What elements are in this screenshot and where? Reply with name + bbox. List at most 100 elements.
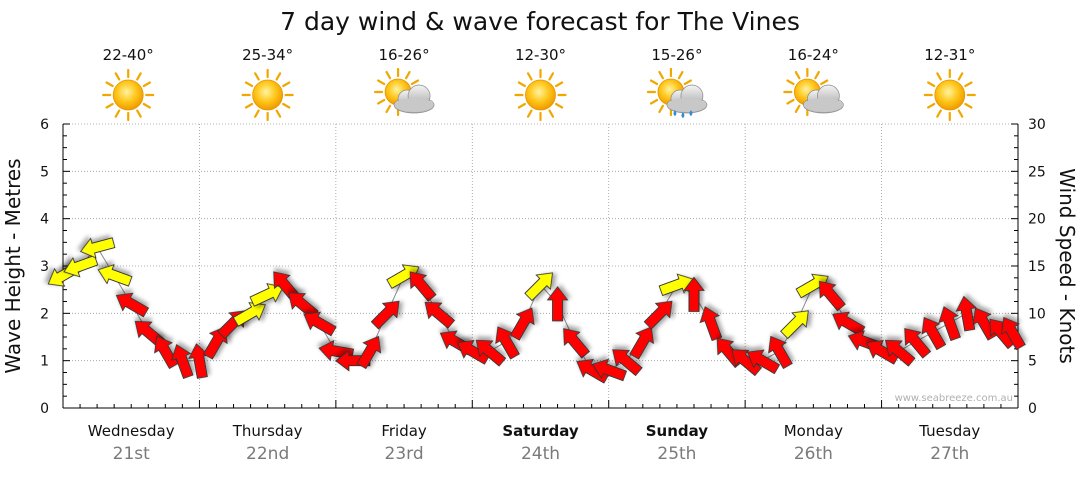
wind-arrow <box>731 349 762 377</box>
y-tick-label-left: 2 <box>40 306 49 322</box>
sun-ray <box>385 70 392 80</box>
wind-arrow <box>475 339 507 367</box>
wind-arrow <box>768 335 793 370</box>
y-tick-label-left: 0 <box>40 401 49 417</box>
wind-arrow <box>546 286 569 322</box>
sun-ray <box>105 81 114 88</box>
sun-ray <box>658 70 665 80</box>
sun-ray <box>927 81 936 88</box>
sun-ray <box>964 81 973 88</box>
sun-ray <box>936 109 942 118</box>
sun-ray <box>677 70 684 80</box>
wind-arrow <box>249 283 284 307</box>
sun-ray <box>105 102 114 109</box>
sun-icon <box>923 68 976 122</box>
sun-ray <box>282 102 291 109</box>
sun-ray <box>244 102 254 109</box>
sun-ray <box>275 109 282 118</box>
rain-drop <box>689 110 693 116</box>
chart-title: 7 day wind & wave forecast for The Vines <box>280 7 800 36</box>
x-day-name-label: Wednesday <box>88 422 175 440</box>
sun-icon <box>241 68 294 122</box>
sun-ray <box>254 109 260 118</box>
day-temperature-label: 16-26° <box>379 46 430 64</box>
wind-arrow <box>356 335 382 370</box>
sun-disc <box>525 79 556 111</box>
sun-ray <box>957 72 964 81</box>
x-day-name-label: Friday <box>381 422 427 440</box>
sun-icon <box>514 68 567 122</box>
sun-cloud-icon <box>373 67 435 117</box>
y-tick-label-left: 1 <box>40 354 49 370</box>
sun-ray <box>554 102 564 109</box>
wind-arrow <box>780 310 809 339</box>
sun-cloud-icon <box>783 67 844 117</box>
sun-ray <box>254 72 260 81</box>
sun-ray <box>377 79 386 86</box>
x-day-date-label: 26th <box>794 444 833 464</box>
axes: 0 1 2 3 4 5 6 0 5 10 15 20 25 30 Wednesday 21st Thursday… <box>40 117 1046 464</box>
x-day-date-label: 22nd <box>246 444 289 464</box>
sun-disc <box>934 79 966 111</box>
sun-ray <box>548 109 555 118</box>
day-temperature-label: 12-31° <box>924 46 975 64</box>
wind-arrow <box>63 254 99 278</box>
sun-ray <box>114 109 121 118</box>
wind-arrow <box>818 280 846 312</box>
wind-arrow <box>904 328 932 359</box>
sun-ray <box>786 79 795 86</box>
wind-arrow <box>683 276 705 312</box>
y-tick-label-left: 3 <box>40 259 49 275</box>
wind-arrow <box>955 295 977 332</box>
sun-ray <box>649 79 659 86</box>
y-tick-label-left: 4 <box>40 212 49 228</box>
rain-drop <box>673 110 677 116</box>
wind-arrow <box>170 344 194 379</box>
y-tick-label-left: 6 <box>40 117 49 133</box>
sun-ray <box>649 98 659 105</box>
wind-arrow <box>303 311 337 337</box>
cloud-fill <box>395 98 434 112</box>
y-tick-label-right: 5 <box>1028 354 1037 370</box>
sun-cloud-rain-icon <box>646 67 708 118</box>
wind-arrow <box>288 292 319 320</box>
wind-arrow <box>1001 316 1026 351</box>
x-day-name-label: Thursday <box>232 422 303 440</box>
x-day-name-label: Monday <box>784 422 843 440</box>
sun-ray <box>136 109 142 118</box>
y-axis-right-label: Wind Speed - Knots <box>1055 168 1079 364</box>
x-day-name-label: Sunday <box>646 422 709 440</box>
wind-arrow <box>509 307 535 341</box>
sun-disc <box>252 79 284 111</box>
sun-ray <box>794 70 801 80</box>
day-temperature-label: 16-24° <box>788 46 839 64</box>
x-day-date-label: 25th <box>657 444 696 464</box>
sun-ray <box>936 72 942 81</box>
sun-ray <box>957 109 964 118</box>
y-axis-left-label: Wave Height - Metres <box>1 158 25 373</box>
sun-ray <box>517 81 527 88</box>
sun-ray <box>136 72 142 81</box>
sun-ray <box>964 102 973 109</box>
sun-ray <box>282 81 291 88</box>
x-day-date-label: 21st <box>113 444 150 464</box>
wind-series <box>47 237 1026 384</box>
cloud-shape <box>393 84 435 114</box>
sun-ray <box>927 102 936 109</box>
sun-ray <box>410 79 420 86</box>
wind-arrow <box>79 237 116 259</box>
sun-ray <box>526 109 533 118</box>
day-temperature-label: 25-34° <box>242 46 293 64</box>
wind-arrow <box>524 272 554 302</box>
wind-arrow <box>921 316 947 351</box>
sun-ray <box>820 79 829 86</box>
wind-arrow <box>115 292 150 318</box>
sun-ray <box>786 98 795 105</box>
wind-arrow <box>699 306 723 342</box>
cloud-fill <box>804 98 843 112</box>
wind-arrow <box>563 328 590 359</box>
wind-arrow <box>746 349 781 375</box>
sun-ray <box>275 72 282 81</box>
